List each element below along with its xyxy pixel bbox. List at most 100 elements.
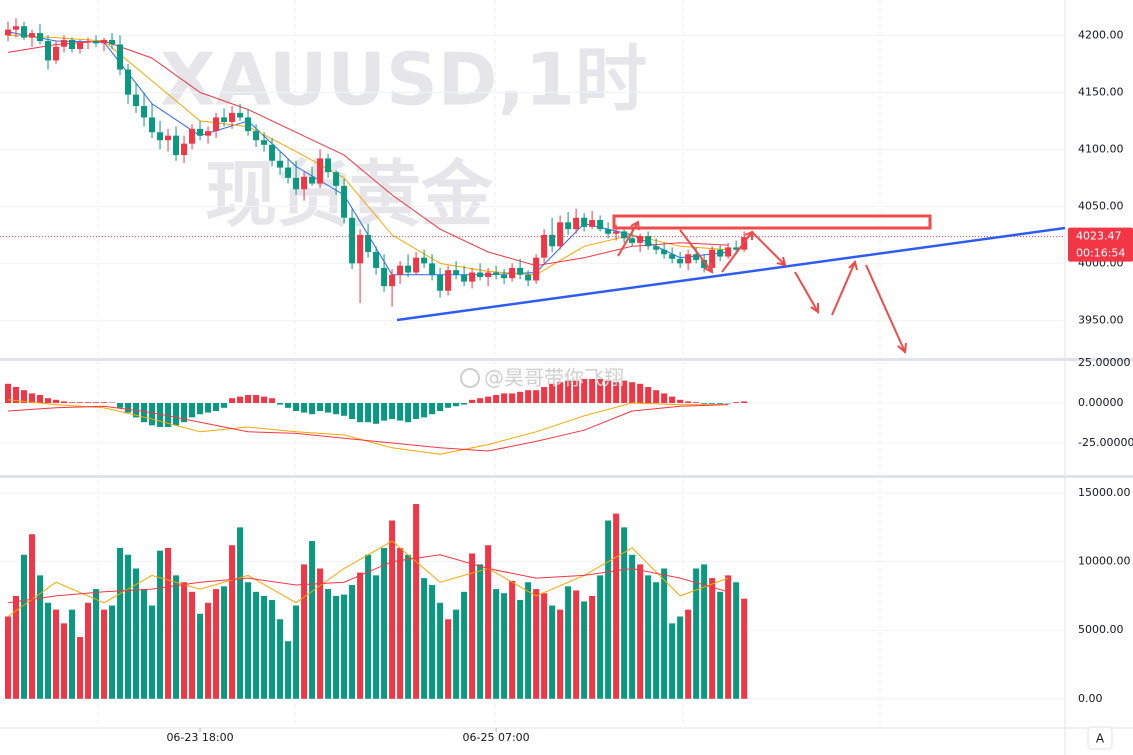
y-tick-label: 4150.00 <box>1078 85 1124 98</box>
histogram-bar <box>557 382 564 403</box>
volume-bar <box>693 568 700 699</box>
y-tick-label: 3950.00 <box>1078 313 1124 326</box>
candle-body <box>5 29 12 36</box>
histogram-bar <box>237 396 244 403</box>
candle-body <box>37 33 44 42</box>
volume-bar <box>717 591 724 699</box>
volume-bar <box>13 595 20 699</box>
candle-body <box>165 135 172 141</box>
indicator-line <box>7 399 729 455</box>
volume-bar <box>445 619 452 699</box>
histogram-bar <box>453 403 460 407</box>
candle-body <box>349 217 356 264</box>
histogram-bar <box>301 403 308 413</box>
button-label[interactable]: A <box>1096 732 1105 746</box>
candle-body <box>501 274 508 279</box>
candle-body <box>693 254 700 260</box>
histogram-bar <box>461 403 468 405</box>
volume-bar <box>269 600 276 699</box>
histogram-bar <box>421 403 428 418</box>
volume-bar <box>701 564 708 699</box>
volume-bar <box>133 568 140 699</box>
volume-bar <box>453 609 460 699</box>
volume-bar <box>301 564 308 699</box>
volume-bar <box>677 616 684 699</box>
candle-body <box>365 234 372 252</box>
plot: 3950.004000.004050.004100.004150.004200.… <box>0 18 1133 744</box>
volume-bar <box>509 580 516 699</box>
volume-bar <box>53 609 60 699</box>
candle-body <box>701 259 708 268</box>
candle-body <box>661 249 668 255</box>
candle-body <box>381 267 388 287</box>
histogram-bar <box>21 390 28 403</box>
histogram-bar <box>469 399 476 403</box>
volume-bar <box>181 582 188 699</box>
volume-bar <box>437 602 444 699</box>
volume-bar <box>621 527 628 699</box>
volume-bar <box>213 589 220 699</box>
candle-body <box>533 257 540 281</box>
volume-bar <box>229 545 236 699</box>
histogram-bar <box>709 403 716 404</box>
candle-body <box>149 117 156 133</box>
candle-body <box>653 246 660 250</box>
candle-body <box>677 258 684 264</box>
histogram-bar <box>717 403 724 404</box>
histogram-bar <box>677 399 684 403</box>
volume-bar <box>45 602 52 699</box>
volume-bar <box>605 520 612 699</box>
candle-body <box>525 274 532 281</box>
candle-body <box>13 26 20 30</box>
volume-bar <box>421 578 428 699</box>
panel-separator <box>0 358 1133 361</box>
histogram-bar <box>501 393 508 403</box>
candle-body <box>357 234 364 264</box>
candle-body <box>541 234 548 258</box>
candle-body <box>597 220 604 230</box>
histogram-bar <box>213 403 220 411</box>
histogram-bar <box>269 398 276 403</box>
x-tick-label: 06-23 18:00 <box>166 731 233 744</box>
candle-body <box>301 176 308 190</box>
volume-bar <box>293 605 300 699</box>
volume-bar <box>77 637 84 699</box>
volume-bar <box>557 609 564 699</box>
volume-bar <box>125 554 132 699</box>
volume-bar <box>645 575 652 699</box>
resistance-box <box>612 214 932 230</box>
volume-bar <box>141 589 148 699</box>
histogram-bar <box>349 403 356 419</box>
histogram-bar <box>181 403 188 423</box>
auto-scale-button[interactable]: A <box>1087 726 1113 750</box>
indicator-line <box>7 554 729 604</box>
histogram-bar <box>117 403 124 408</box>
volume-bar <box>29 534 36 699</box>
candle-body <box>669 254 676 259</box>
histogram-bar <box>245 395 252 403</box>
y-tick-label: 4050.00 <box>1078 199 1124 212</box>
candle-body <box>325 158 332 173</box>
volume-bar <box>197 613 204 699</box>
candle-body <box>189 128 196 144</box>
histogram-bar <box>61 401 68 403</box>
indicator-line <box>7 34 729 276</box>
histogram-bar <box>157 403 164 427</box>
histogram-bar <box>701 403 708 404</box>
y-tick-label: 4200.00 <box>1078 28 1124 41</box>
histogram-bar <box>437 403 444 411</box>
volume-bar <box>485 545 492 699</box>
candle-body <box>517 267 524 275</box>
volume-bar <box>205 602 212 699</box>
volume-bar <box>309 541 316 699</box>
y-tick-label: -25.00000 <box>1078 436 1133 449</box>
histogram-bar <box>189 403 196 418</box>
candle-body <box>389 274 396 287</box>
histogram-bar <box>685 401 692 403</box>
candle-body <box>157 132 164 141</box>
volume-bar <box>21 554 28 699</box>
y-tick-label: 4100.00 <box>1078 142 1124 155</box>
candle-body <box>581 217 588 227</box>
histogram-bar <box>293 403 300 411</box>
